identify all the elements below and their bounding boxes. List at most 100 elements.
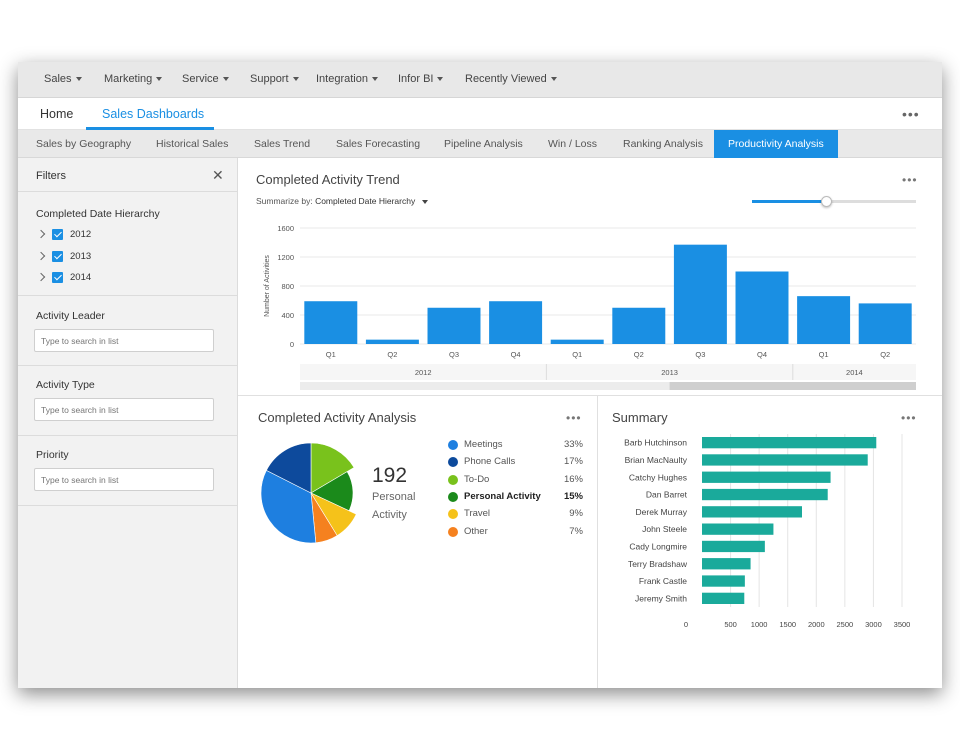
trend-bar[interactable] xyxy=(673,244,727,344)
trend-bar[interactable] xyxy=(612,307,666,344)
pie-slice[interactable] xyxy=(266,442,312,494)
subtab-pipeline-analysis[interactable]: Pipeline Analysis xyxy=(444,138,523,150)
zoom-slider-fill xyxy=(752,200,826,203)
summary-bar[interactable] xyxy=(702,523,774,535)
zoom-slider-track[interactable] xyxy=(752,196,916,207)
summary-x-tick-label: 500 xyxy=(724,620,737,629)
legend-color-dot xyxy=(448,474,458,485)
tree-item-2012[interactable]: 2012 xyxy=(36,227,91,241)
legend-item[interactable]: Other 7% xyxy=(448,525,583,539)
activity-pie-chart xyxy=(260,442,357,544)
topnav-item-sales[interactable]: Sales xyxy=(44,73,82,85)
subtab-win-loss[interactable]: Win / Loss xyxy=(548,138,598,150)
subtab-ranking-analysis[interactable]: Ranking Analysis xyxy=(623,138,703,150)
summary-more-icon[interactable]: ••• xyxy=(901,411,917,425)
chevron-right-icon[interactable] xyxy=(36,251,46,261)
topnav-item-marketing[interactable]: Marketing xyxy=(104,73,163,85)
year-group-label: 2013 xyxy=(661,368,678,377)
legend-item[interactable]: Phone Calls 17% xyxy=(448,455,583,469)
trend-bar-chart: 0 400 800 1200 1600 Number of Activities Q1 Q2 Q… xyxy=(264,224,916,390)
checkbox-2013[interactable] xyxy=(52,250,63,262)
summary-bar[interactable] xyxy=(702,575,745,587)
close-icon[interactable]: ✕ xyxy=(212,167,224,183)
filters-header: Filters ✕ xyxy=(18,158,238,192)
legend-item[interactable]: Personal Activity 15% xyxy=(448,490,583,504)
tree-item-2014[interactable]: 2014 xyxy=(36,270,91,284)
pie-center-value: 192 xyxy=(372,464,408,487)
analysis-more-icon[interactable]: ••• xyxy=(566,411,582,425)
legend-item[interactable]: Meetings 33% xyxy=(448,438,583,452)
topnav-item-support[interactable]: Support xyxy=(250,73,299,85)
summary-bar[interactable] xyxy=(702,540,765,553)
chevron-down-icon xyxy=(421,199,428,204)
topnav-item-service[interactable]: Service xyxy=(182,73,229,85)
tree-item-2013[interactable]: 2013 xyxy=(36,249,92,263)
subtab-historical-sales[interactable]: Historical Sales xyxy=(156,138,229,150)
legend-color-dot xyxy=(448,509,458,520)
tab-home[interactable]: Home xyxy=(40,107,74,121)
trend-x-tick-label: Q3 xyxy=(449,350,459,359)
legend-item[interactable]: To-Do 16% xyxy=(448,473,583,487)
topnav-item-recently-viewed[interactable]: Recently Viewed xyxy=(465,73,557,85)
summary-x-tick-label: 3000 xyxy=(865,620,882,629)
activity-type-filter: Activity Type xyxy=(18,366,238,436)
subtab-sales-by-geography[interactable]: Sales by Geography xyxy=(36,138,132,150)
topnav-item-infor-bi[interactable]: Infor BI xyxy=(398,73,444,85)
legend-color-dot xyxy=(448,457,458,468)
legend-label: Travel xyxy=(464,508,491,520)
trend-y-tick-label: 400 xyxy=(281,311,294,320)
analysis-panel: Completed Activity Analysis ••• 192 Pers… xyxy=(238,396,598,688)
checkbox-2012[interactable] xyxy=(52,228,63,240)
subtab-productivity-analysis[interactable]: Productivity Analysis xyxy=(714,130,838,158)
zoom-slider-handle[interactable] xyxy=(820,196,832,207)
summary-bar[interactable] xyxy=(702,592,745,604)
checkbox-2014[interactable] xyxy=(52,271,63,283)
pie-center-label-line1: Personal xyxy=(372,491,416,503)
summary-bar[interactable] xyxy=(702,454,868,466)
summarize-by[interactable]: Summarize by: Completed Date Hierarchy xyxy=(256,196,428,206)
year-group-band xyxy=(300,364,916,380)
topnav-item-integration[interactable]: Integration xyxy=(316,73,378,85)
summary-title: Summary xyxy=(612,410,668,425)
chevron-down-icon xyxy=(292,77,299,82)
trend-scrollbar-thumb[interactable] xyxy=(669,382,916,390)
filters-title: Filters xyxy=(36,170,66,182)
trend-x-tick-label: Q4 xyxy=(757,350,767,359)
pie-slice[interactable] xyxy=(310,442,355,494)
legend-label: Phone Calls xyxy=(464,456,516,468)
trend-x-tick-label: Q3 xyxy=(695,350,705,359)
chevron-right-icon[interactable] xyxy=(36,229,46,239)
activity-leader-title: Activity Leader xyxy=(36,310,105,322)
tree-item-label: 2013 xyxy=(70,250,92,262)
trend-more-icon[interactable]: ••• xyxy=(902,173,918,187)
trend-bar[interactable] xyxy=(427,307,481,344)
trend-bar[interactable] xyxy=(550,339,604,344)
trend-bar[interactable] xyxy=(858,303,912,344)
legend-item[interactable]: Travel 9% xyxy=(448,507,583,521)
summary-x-tick-label: 2000 xyxy=(808,620,825,629)
summary-bar[interactable] xyxy=(702,437,877,449)
summary-bar[interactable] xyxy=(702,488,828,501)
summary-bar[interactable] xyxy=(702,471,831,483)
more-options-icon[interactable]: ••• xyxy=(902,106,920,122)
subtab-sales-forecasting[interactable]: Sales Forecasting xyxy=(336,138,421,150)
trend-bar[interactable] xyxy=(304,301,358,344)
summary-x-tick-label: 3500 xyxy=(894,620,911,629)
priority-search-input[interactable] xyxy=(34,468,214,491)
summary-bar[interactable] xyxy=(702,558,751,570)
priority-filter: Priority xyxy=(18,436,238,506)
trend-x-tick-label: Q1 xyxy=(819,350,829,359)
activity-type-search-input[interactable] xyxy=(34,398,214,421)
activity-leader-search-input[interactable] xyxy=(34,329,214,352)
priority-title: Priority xyxy=(36,449,69,461)
trend-scrollbar-track[interactable] xyxy=(300,382,916,390)
tab-sales-dashboards[interactable]: Sales Dashboards xyxy=(102,107,205,121)
trend-bar[interactable] xyxy=(365,339,419,344)
trend-bar[interactable] xyxy=(489,301,543,344)
legend-label: Meetings xyxy=(464,439,503,450)
summary-bar[interactable] xyxy=(702,506,802,518)
chevron-right-icon[interactable] xyxy=(36,272,46,282)
subtab-sales-trend[interactable]: Sales Trend xyxy=(254,138,311,150)
trend-bar[interactable] xyxy=(735,271,789,345)
trend-bar[interactable] xyxy=(797,296,851,344)
